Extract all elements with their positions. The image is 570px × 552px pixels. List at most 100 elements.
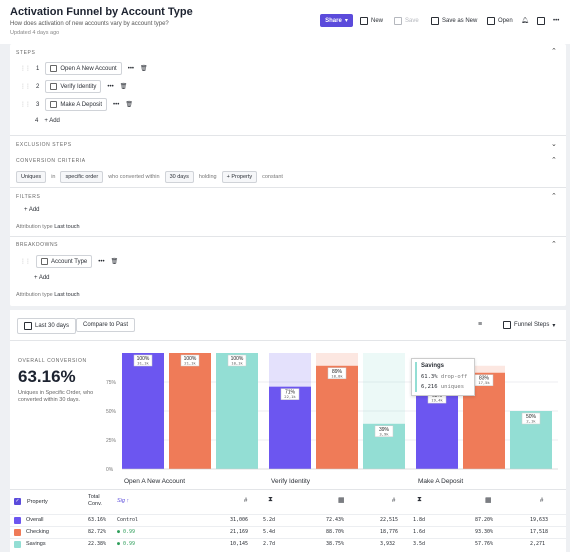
step-number: 2 — [36, 83, 40, 90]
alert-bell-button[interactable]: 🔔︎ — [521, 14, 529, 27]
divider — [10, 135, 566, 136]
collapse-conversion-icon[interactable]: ⌃ — [551, 157, 557, 164]
add-filter-button[interactable]: + Add — [24, 207, 40, 213]
collapse-filters-icon[interactable]: ⌃ — [551, 193, 557, 200]
step-row-3: ⋮⋮ 3 Make A Deposit ••• 🗑︎ — [20, 98, 133, 111]
category-label: Verify Identity — [271, 478, 311, 485]
drag-handle-icon[interactable]: ⋮⋮ — [20, 84, 31, 90]
count-cell-2: 3,932 — [380, 541, 396, 547]
expand-exclusion-icon[interactable]: ⌄ — [551, 141, 557, 148]
add-step-row: 4 + Add — [35, 118, 60, 124]
more-icon[interactable]: ••• — [113, 101, 120, 108]
trash-icon[interactable]: 🗑︎ — [110, 259, 119, 265]
step-event-pill[interactable]: Make A Deposit — [45, 98, 108, 111]
attribution-value[interactable]: Last touch — [54, 224, 80, 230]
step-number: 4 — [35, 118, 39, 124]
count-header-3: # — [540, 498, 544, 504]
save-as-new-label: Save as New — [442, 17, 478, 24]
more-button[interactable]: ••• — [553, 14, 559, 27]
funnel-icon — [503, 321, 511, 329]
table-row[interactable]: Savings 22.38% ● 0.99 10,145 2.7d 38.75% 3,932… — [10, 538, 566, 550]
table-row[interactable]: Checking 82.72% ● 0.99 21,169 5.4d 88.70% 18,7… — [10, 526, 566, 538]
bar-label-box — [474, 374, 494, 386]
step-event-pill[interactable]: Open A New Account — [45, 62, 122, 75]
tooltip: Savings 61.3% drop-off 6,216 uniques — [411, 358, 475, 396]
time-cell-1: 2.7d — [263, 541, 276, 547]
table-row[interactable]: Overall 63.16% Control 31,006 5.2d 72.43% 22,5… — [10, 514, 566, 526]
date-range-button[interactable]: Last 30 days — [17, 318, 77, 334]
bell-icon: 🔔︎ — [521, 18, 529, 24]
calendar-icon — [24, 322, 32, 330]
open-label: Open — [498, 17, 513, 24]
row-checkbox[interactable] — [14, 529, 21, 536]
select-all-checkbox[interactable]: ✓ — [14, 498, 21, 505]
more-icon[interactable]: ••• — [127, 65, 135, 72]
more-icon[interactable]: ••• — [107, 83, 114, 90]
conversion-cell-3: 87.20% — [475, 517, 494, 523]
dropoff-area — [316, 353, 358, 366]
property-label: Property — [231, 174, 253, 180]
add-step-button[interactable]: + Add — [44, 118, 60, 124]
row-checkbox[interactable] — [14, 517, 21, 524]
trash-icon[interactable]: 🗑︎ — [140, 66, 148, 72]
holding-property-button[interactable]: + Property — [221, 171, 258, 183]
property-header: Property — [27, 498, 48, 505]
open-button[interactable]: Open — [487, 14, 513, 27]
count-cell-1: 21,169 — [230, 529, 249, 535]
library-button[interactable] — [537, 14, 545, 27]
conversion-header-icon: ▦ — [485, 497, 492, 504]
window-select[interactable]: 30 days — [164, 171, 194, 183]
funnel-chart: 75%50%25%0%100%31,1k100%21,1k100%10,1kOp… — [106, 353, 558, 485]
total-conv-cell: 22.38% — [88, 541, 107, 547]
save-button[interactable]: Save — [394, 14, 419, 27]
funnel-bar — [316, 365, 358, 469]
trash-icon[interactable]: 🗑︎ — [119, 84, 128, 90]
new-button[interactable]: New — [360, 14, 383, 27]
y-tick-label: 0% — [106, 467, 114, 473]
holding-text: holding — [198, 174, 217, 180]
conversion-cell-2: 72.43% — [326, 517, 345, 523]
time-cell-1: 5.2d — [263, 517, 276, 523]
save-as-new-button[interactable]: Save as New — [431, 14, 477, 27]
uniques-select[interactable]: Uniques — [16, 171, 47, 183]
tooltip-title: Savings — [421, 363, 445, 369]
compare-button[interactable]: Compare to Past — [76, 318, 136, 332]
collapse-breakdowns-icon[interactable]: ⌃ — [551, 241, 557, 248]
order-select[interactable]: specific order — [60, 171, 104, 183]
view-select[interactable]: Funnel Steps ▾ — [497, 318, 562, 332]
bar-label-box — [521, 412, 541, 425]
step-event-pill[interactable]: Verify Identity — [45, 80, 102, 93]
significance-header[interactable]: Sig ↑ — [117, 498, 130, 504]
step-row-1: ⋮⋮ 1 Open A New Account ••• 🗑︎ — [20, 62, 148, 75]
new-icon — [360, 16, 368, 25]
time-cell-2: 3.5d — [413, 541, 426, 547]
filter-attribution: Attribution type Last touch — [16, 224, 80, 230]
constant-text: constant — [262, 174, 283, 180]
drag-handle-icon[interactable]: ⋮⋮ — [20, 66, 31, 72]
collapse-steps-icon[interactable]: ⌃ — [551, 48, 557, 55]
trash-icon[interactable]: 🗑︎ — [125, 102, 133, 108]
add-breakdown-button[interactable]: + Add — [34, 275, 50, 281]
bar-percent-label: 39% — [379, 427, 390, 433]
drag-handle-icon[interactable]: ⋮⋮ — [20, 259, 31, 265]
share-button[interactable]: Share ▾ — [320, 14, 353, 27]
time-header-icon: ⧗ — [268, 496, 273, 503]
bar-count-label: 18,8k — [331, 373, 343, 378]
chart-settings-icon[interactable]: ≡ — [478, 321, 483, 328]
funnel-bar — [169, 353, 211, 469]
bar-label-box — [280, 388, 300, 400]
drag-handle-icon[interactable]: ⋮⋮ — [20, 102, 31, 108]
time-header-icon: ⧗ — [417, 496, 422, 503]
bar-count-label: 10,1k — [231, 361, 243, 366]
breakdown-row: ⋮⋮ Account Type ••• 🗑︎ — [20, 255, 118, 268]
add-label: Add — [38, 275, 50, 281]
dropoff-area — [463, 365, 505, 373]
who-converted-text: who converted within — [108, 174, 160, 180]
row-checkbox[interactable] — [14, 541, 21, 548]
more-icon[interactable]: ••• — [98, 258, 105, 265]
bar-percent-label: 100% — [231, 356, 244, 362]
total-conv-header[interactable]: Total Conv. — [88, 494, 102, 507]
attribution-value[interactable]: Last touch — [54, 292, 80, 298]
breakdown-property-pill[interactable]: Account Type — [36, 255, 93, 268]
chevron-down-icon: ▾ — [344, 18, 348, 24]
